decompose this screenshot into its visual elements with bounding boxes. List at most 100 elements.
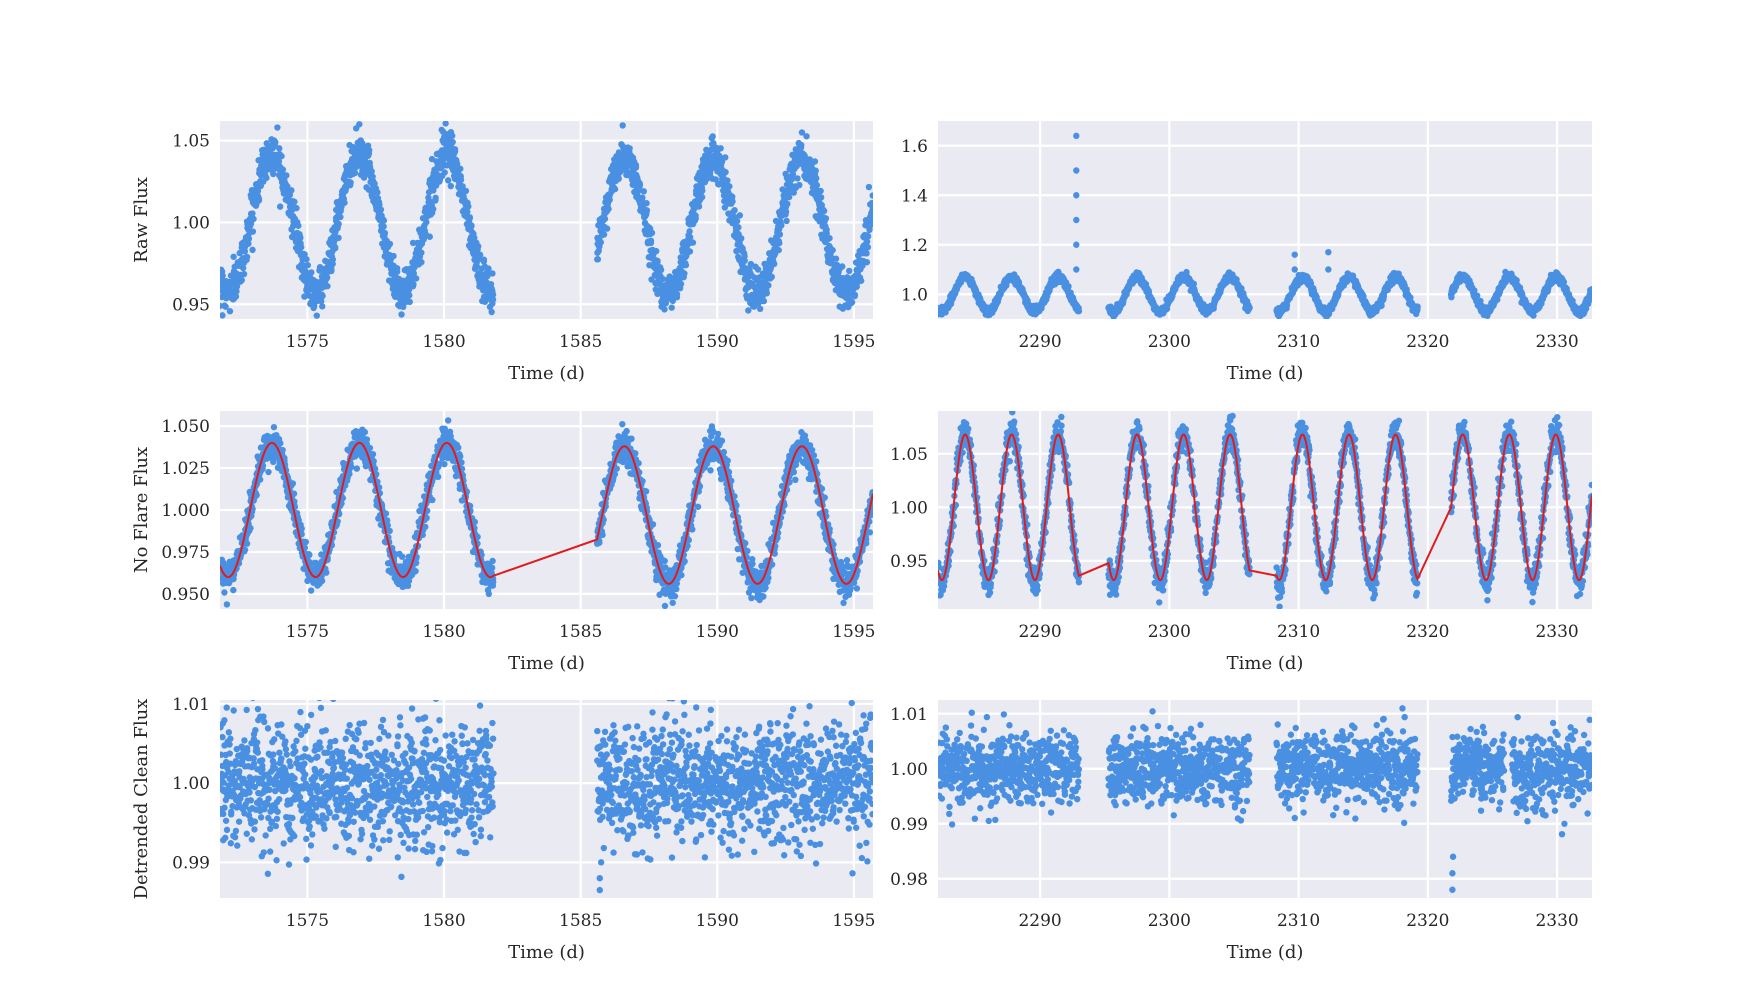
data-point [319, 303, 326, 310]
data-point [220, 272, 226, 279]
data-point [279, 446, 286, 454]
data-point [284, 183, 291, 190]
data-point [796, 181, 803, 189]
data-point [829, 246, 836, 254]
data-point [457, 165, 464, 172]
panel-2-x-tick-label: 2310 [1277, 332, 1320, 352]
panel-2-x-tick-label: 2290 [1018, 332, 1061, 352]
outlier-point [1291, 266, 1298, 273]
data-point [1075, 307, 1083, 315]
data-point [318, 297, 325, 305]
data-point [249, 228, 257, 235]
data-point [323, 274, 331, 281]
data-point [295, 222, 302, 229]
data-point [380, 217, 388, 224]
data-point [276, 145, 283, 152]
outlier-point [1073, 241, 1080, 248]
panel-3-marks [220, 417, 873, 609]
data-point [368, 168, 375, 175]
data-point [648, 229, 656, 237]
data-point [277, 440, 284, 447]
panel-2-x-tick-label: 2300 [1148, 332, 1191, 352]
data-point [813, 181, 821, 189]
data-point [441, 169, 448, 176]
outlier-point [1325, 248, 1332, 256]
panel-1-x-tick-label: 1590 [696, 332, 739, 352]
data-point [668, 304, 675, 311]
data-point [466, 214, 474, 221]
data-point [303, 256, 310, 263]
data-point [400, 303, 407, 311]
data-point [600, 231, 608, 238]
data-point [269, 170, 277, 178]
data-point [275, 158, 283, 165]
panel-1-x-tick-label: 1585 [559, 332, 602, 352]
data-point [1414, 303, 1421, 310]
data-point [453, 160, 461, 167]
data-point [729, 193, 736, 200]
data-point [778, 222, 785, 229]
data-point [657, 266, 665, 274]
data-point [489, 296, 497, 303]
data-point [250, 215, 257, 223]
panel-2-y-tick-label: 1.2 [901, 236, 928, 256]
panel-2-y-tick-label: 1.0 [901, 285, 928, 305]
panel-1-y-tick-label: 1.05 [172, 132, 210, 152]
data-point [866, 226, 873, 233]
data-point [236, 249, 243, 257]
data-point [307, 587, 315, 594]
data-point [425, 194, 432, 201]
data-point [233, 288, 240, 295]
panel-3-x-tick-label: 1580 [422, 622, 465, 642]
data-point [418, 258, 425, 266]
data-point [846, 267, 853, 275]
data-point [686, 228, 693, 235]
data-point [857, 277, 865, 284]
data-point [1246, 304, 1253, 311]
data-point [308, 269, 315, 276]
data-point [279, 166, 287, 173]
data-point [686, 233, 694, 241]
panel-1-x-tick-label: 1595 [832, 332, 875, 352]
data-point [647, 239, 655, 247]
outlier-point [274, 124, 281, 131]
data-point [820, 207, 828, 215]
outlier-point [1073, 132, 1080, 140]
data-point [410, 281, 417, 288]
data-point [406, 298, 413, 306]
data-point [381, 229, 389, 237]
outlier-point [1073, 216, 1080, 224]
panel-3-y-tick-label: 0.950 [161, 585, 210, 605]
outlier-point [798, 129, 806, 136]
data-point [270, 458, 277, 466]
data-point [233, 283, 241, 290]
data-point [738, 235, 745, 242]
panel-2-plot-area [938, 121, 1592, 319]
data-point [768, 273, 775, 281]
data-point [323, 569, 330, 576]
data-point [869, 199, 873, 207]
data-point [1582, 305, 1590, 312]
data-point [298, 525, 305, 532]
data-point [782, 208, 790, 215]
panel-3-y-tick-label: 0.975 [161, 543, 210, 563]
panel-1-marks [220, 121, 873, 319]
data-point [230, 253, 237, 260]
panel-1-x-axis-label: Time (d) [508, 363, 585, 384]
data-point [771, 260, 778, 268]
data-point [306, 551, 313, 558]
data-point [232, 293, 240, 300]
data-point [243, 540, 251, 547]
data-point [643, 200, 650, 207]
data-point [328, 267, 335, 275]
data-point [803, 133, 810, 140]
data-point [726, 183, 733, 190]
data-point [276, 203, 284, 210]
data-point [288, 187, 295, 194]
data-point [673, 290, 681, 298]
data-point [263, 174, 270, 182]
panel-3-y-tick-label: 1.025 [161, 459, 210, 479]
data-point [863, 259, 871, 266]
data-point [304, 261, 311, 269]
